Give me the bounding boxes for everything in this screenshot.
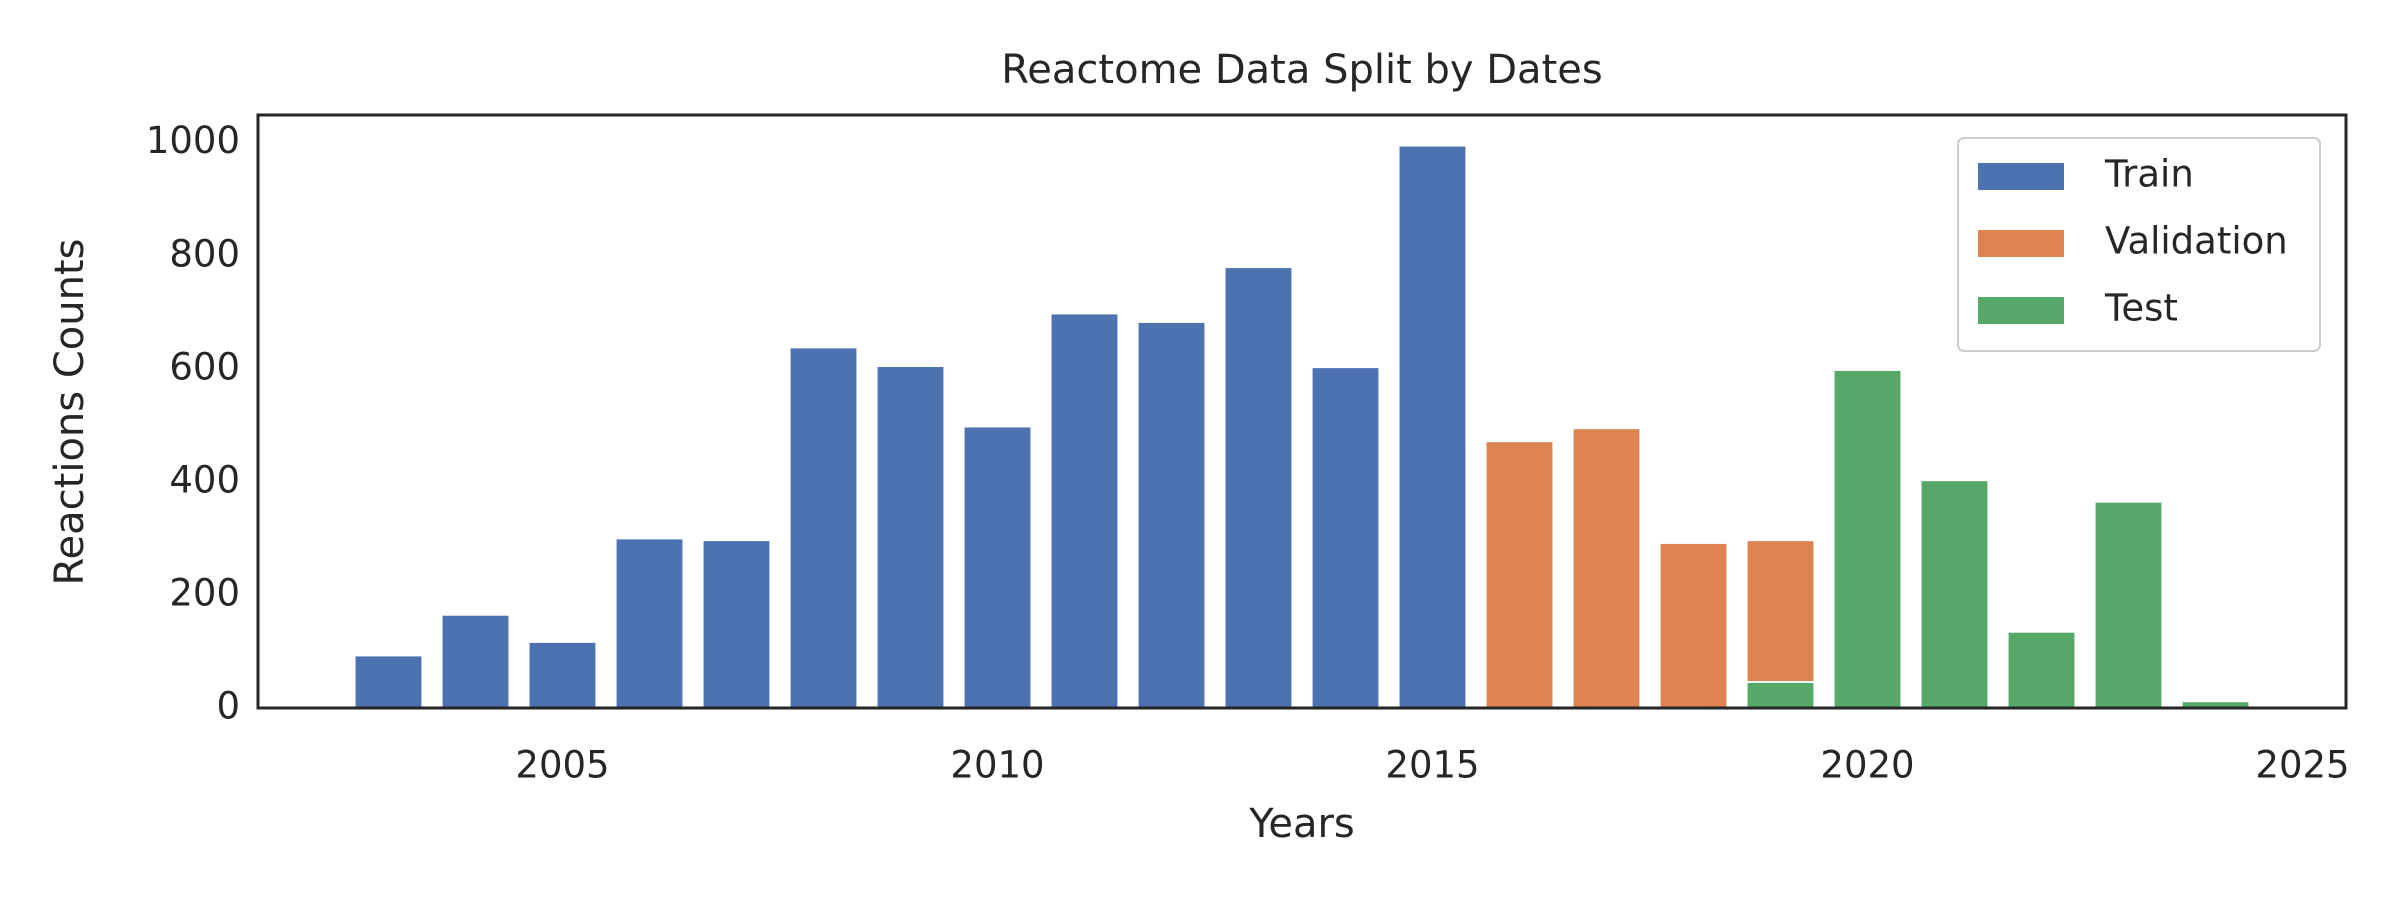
bar xyxy=(353,654,424,709)
y-tick-label: 400 xyxy=(169,458,240,501)
bar xyxy=(1136,320,1207,709)
bar xyxy=(614,537,685,709)
bar xyxy=(1832,368,1903,709)
bar xyxy=(2006,630,2077,709)
bar xyxy=(527,640,598,709)
bar xyxy=(440,613,511,710)
bar xyxy=(1745,539,1816,710)
legend-label: Validation xyxy=(2105,220,2288,263)
bar xyxy=(1571,427,1642,709)
bar xyxy=(788,346,859,709)
bar xyxy=(1310,366,1381,709)
bar xyxy=(1397,144,1468,709)
y-tick-label: 600 xyxy=(169,345,240,388)
legend-swatch xyxy=(1978,230,2064,257)
bar xyxy=(2093,500,2164,710)
bar xyxy=(1049,312,1120,709)
bar xyxy=(701,539,772,710)
x-tick-label: 2020 xyxy=(1820,744,1914,787)
bar xyxy=(1919,479,1990,709)
chart-title: Reactome Data Split by Dates xyxy=(1001,47,1602,93)
y-tick-label: 0 xyxy=(216,685,240,728)
x-tick-label: 2015 xyxy=(1385,744,1479,787)
y-tick-label: 200 xyxy=(169,571,240,614)
x-axis-label: Years xyxy=(1248,801,1355,847)
x-tick-label: 2010 xyxy=(950,744,1044,787)
x-tick-label: 2025 xyxy=(2255,744,2349,787)
bar xyxy=(1745,680,1816,710)
legend-label: Train xyxy=(2104,153,2194,196)
plot-frame xyxy=(256,113,2348,710)
y-axis-label: Reactions Counts xyxy=(47,239,93,586)
y-tick-label: 1000 xyxy=(146,119,240,162)
bar xyxy=(962,425,1033,709)
bar xyxy=(1223,266,1294,709)
y-tick-label: 800 xyxy=(169,232,240,275)
bar xyxy=(1658,541,1729,709)
legend-swatch xyxy=(1978,297,2064,324)
x-tick-label: 2005 xyxy=(515,744,609,787)
legend-swatch xyxy=(1978,163,2064,190)
bar xyxy=(1484,440,1555,709)
legend-label: Test xyxy=(2104,287,2178,330)
bar xyxy=(875,364,946,709)
